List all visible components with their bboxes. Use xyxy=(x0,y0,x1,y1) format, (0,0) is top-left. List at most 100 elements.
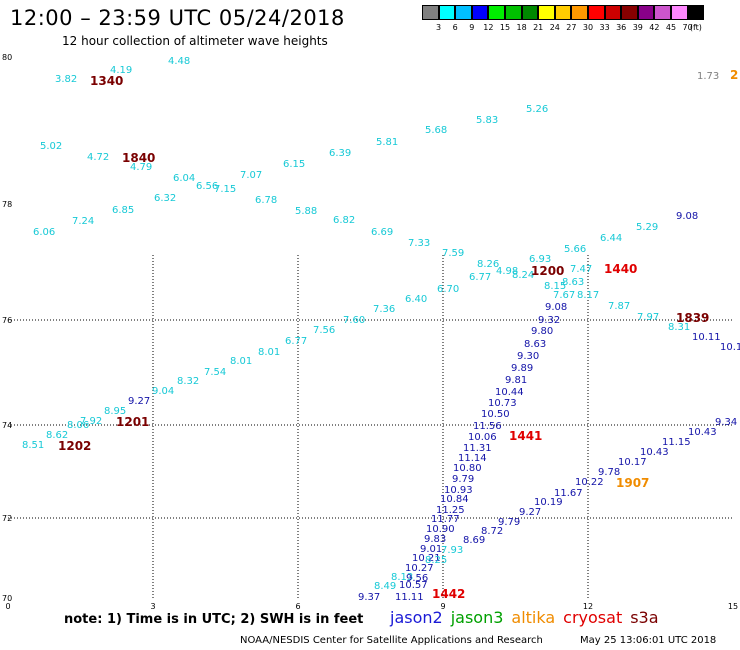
wave-height-value: 7.15 xyxy=(214,184,236,195)
footer-note: note: 1) Time is in UTC; 2) SWH is in fe… xyxy=(64,612,364,627)
wave-height-value: 6.77 xyxy=(285,336,307,347)
wave-height-value: 6.70 xyxy=(437,284,459,295)
pass-time-label: 1441 xyxy=(509,429,542,443)
legend-swatch xyxy=(438,5,456,20)
legend-label: 24 xyxy=(549,23,560,32)
wave-height-value: 5.02 xyxy=(40,141,62,152)
wave-height-value: 8.72 xyxy=(481,526,503,537)
pass-time-label: 1839 xyxy=(676,311,709,325)
wave-height-value: 9.32 xyxy=(538,315,560,326)
x-tick-label: 0 xyxy=(5,602,10,611)
wave-height-value: 9.78 xyxy=(598,467,620,478)
wave-height-value: 10.22 xyxy=(575,477,604,488)
wave-height-value: 8.24 xyxy=(512,270,534,281)
wave-height-value: 9.01 xyxy=(420,544,442,555)
legend-label: 6 xyxy=(452,23,458,32)
wave-height-value: 8.51 xyxy=(22,440,44,451)
wave-height-value: 11.77 xyxy=(431,514,460,525)
wave-height-value: 8.01 xyxy=(258,347,280,358)
legend-label: 39 xyxy=(632,23,643,32)
x-tick-label: 15 xyxy=(728,602,738,611)
wave-height-value: 9.27 xyxy=(128,396,150,407)
wave-height-value: 9.56 xyxy=(406,573,428,584)
wave-height-value: 10.84 xyxy=(440,494,469,505)
legend-label: 42 xyxy=(649,23,660,32)
wave-height-value: 6.82 xyxy=(333,215,355,226)
legend-label: 30 xyxy=(582,23,594,32)
credit-line: NOAA/NESDIS Center for Satellite Applica… xyxy=(240,635,543,646)
wave-height-value: 10.93 xyxy=(444,485,473,496)
wave-height-value: 11.56 xyxy=(473,421,502,432)
wave-height-value: 8.17 xyxy=(577,290,599,301)
y-tick-label: 74 xyxy=(2,421,12,430)
legend-swatch xyxy=(505,5,522,20)
legend-label: 15 xyxy=(499,23,511,32)
satellite-legend: jason2 jason3 altika cryosat s3a xyxy=(390,608,667,627)
wave-height-value: 8.26 xyxy=(477,259,499,270)
wave-height-value: 5.66 xyxy=(564,244,586,255)
wave-height-value: 9.89 xyxy=(511,363,533,374)
wave-height-value: 8.13 xyxy=(391,572,413,583)
wave-height-value: 5.83 xyxy=(476,115,498,126)
legend-swatch xyxy=(521,5,539,20)
wave-height-value: 5.81 xyxy=(376,137,398,148)
wave-height-value: 5.68 xyxy=(425,125,447,136)
wave-height-value: 6.78 xyxy=(255,195,277,206)
legend-swatch xyxy=(604,5,622,20)
wave-height-value: 6.04 xyxy=(173,173,195,184)
wave-height-value: 9.80 xyxy=(531,326,553,337)
page-subtitle: 12 hour collection of altimeter wave hei… xyxy=(62,34,328,48)
wave-height-value: 6.77 xyxy=(469,272,491,283)
wave-height-value: 10.73 xyxy=(488,398,517,409)
wave-height-value: 5.88 xyxy=(295,206,317,217)
wave-height-value: 8.32 xyxy=(177,376,199,387)
wave-height-value: 6.15 xyxy=(283,159,305,170)
wave-height-value: 8.62 xyxy=(46,430,68,441)
wave-height-value: 10.43 xyxy=(640,447,669,458)
legend-label: (ft) xyxy=(689,23,702,32)
wave-height-value: 9.37 xyxy=(358,592,380,603)
x-tick-label: 12 xyxy=(583,602,593,611)
wave-height-value: 7.36 xyxy=(373,304,395,315)
satellite-jason3: jason3 xyxy=(450,608,504,627)
wave-height-value: 8.49 xyxy=(374,581,396,592)
pass-time-label: 1442 xyxy=(432,587,465,601)
legend-label: 33 xyxy=(599,23,610,32)
legend-label: 12 xyxy=(483,23,494,32)
wave-height-value: 9.81 xyxy=(505,375,527,386)
pass-time-label: 1340 xyxy=(90,74,123,88)
wave-height-value: 11.14 xyxy=(458,453,487,464)
legend-label: 45 xyxy=(665,23,677,32)
pass-time-labels: 1340 1840 1200 1440 1839 1201 1202 1441 1907 1442… xyxy=(58,68,738,601)
wave-height-value: 9.04 xyxy=(152,386,174,397)
wave-height-value: 6.44 xyxy=(600,233,622,244)
wave-height-value: 5.29 xyxy=(636,222,658,233)
wave-height-value: 8.06 xyxy=(67,420,89,431)
wave-height-value: 7.54 xyxy=(204,367,226,378)
wave-height-points: 4.48 4.19 3.82 5.26 5.83 5.68 5.81 5.02 6.39 4.72… xyxy=(22,56,740,603)
wave-height-value: 10.90 xyxy=(426,524,455,535)
y-tick-label: 76 xyxy=(2,316,12,325)
wave-height-value: 6.06 xyxy=(33,227,55,238)
wave-height-value: 10.57 xyxy=(399,580,428,591)
wave-height-value: 6.40 xyxy=(405,294,427,305)
wave-height-value: 4.19 xyxy=(110,65,132,76)
wave-height-value: 10.1 xyxy=(720,342,740,353)
legend-swatch xyxy=(554,5,572,20)
wave-height-value: 10.17 xyxy=(618,457,647,468)
wave-height-value: 10.27 xyxy=(405,563,434,574)
pass-time-label: 1200 xyxy=(531,264,564,278)
wave-height-value: 1.73 xyxy=(697,71,719,82)
wave-height-value: 11.67 xyxy=(554,488,583,499)
legend-label: 18 xyxy=(516,23,527,32)
legend-swatch xyxy=(637,5,655,20)
satellite-jason2: jason2 xyxy=(390,608,443,627)
wave-height-value: 7.33 xyxy=(408,238,430,249)
axis-ticks: 0 3 6 9 12 15 80 78 76 74 72 70 xyxy=(2,53,738,611)
wave-height-value: 4.48 xyxy=(168,56,190,67)
wave-height-value: 11.11 xyxy=(395,592,424,603)
wave-height-value: 7.60 xyxy=(343,315,365,326)
wave-height-value: 8.01 xyxy=(230,356,252,367)
wave-height-value: 9.34 xyxy=(715,417,737,428)
